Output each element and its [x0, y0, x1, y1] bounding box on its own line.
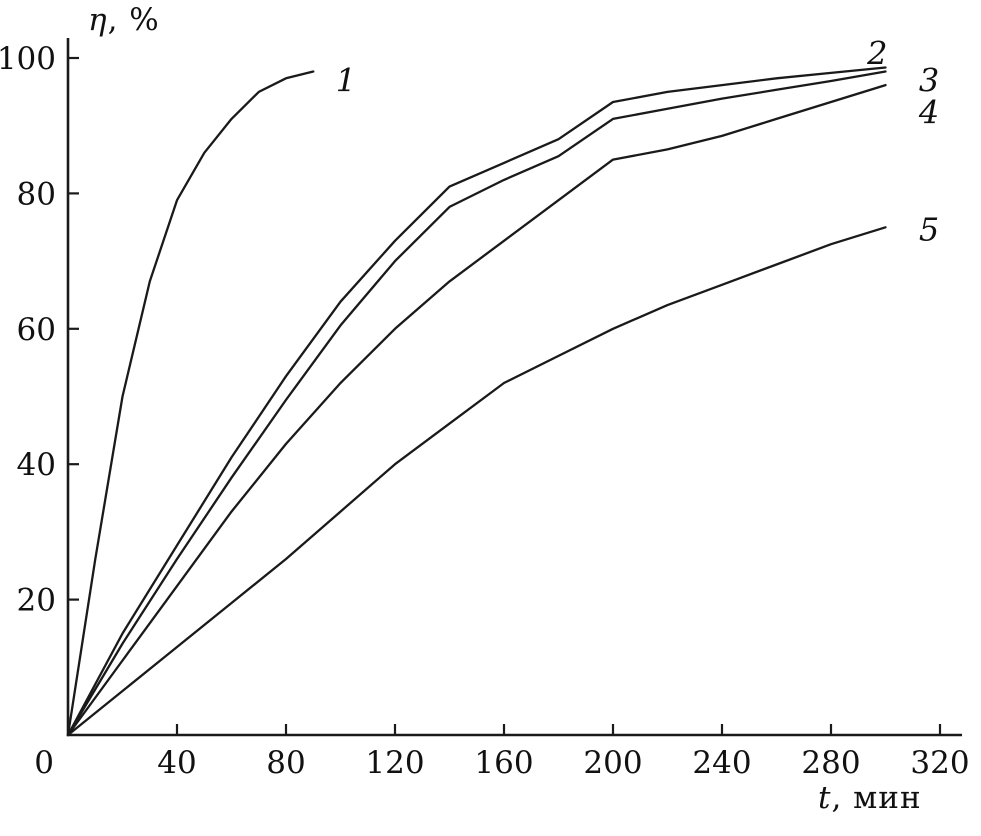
curve-4: [66, 83, 887, 737]
y-axis-title-unit: , %: [107, 2, 160, 38]
y-tick-label: 20: [17, 583, 56, 619]
x-tick-label: 40: [157, 745, 196, 781]
x-axis-title: t, мин: [818, 780, 922, 816]
x-tick-label: 240: [692, 745, 751, 781]
y-axis-title: η, %: [88, 2, 160, 38]
x-axis-title-symbol: t: [818, 780, 832, 816]
curve-label-4: 4: [918, 94, 939, 132]
y-tick-label: 60: [17, 312, 56, 348]
x-tick-label: 120: [365, 745, 424, 781]
y-tick-label: 80: [17, 176, 56, 212]
y-axis-title-symbol: η: [88, 2, 108, 38]
curve-label-5: 5: [919, 211, 939, 249]
y-tick-label: 40: [17, 447, 56, 483]
curve-2: [66, 66, 887, 737]
x-tick-label: 320: [910, 745, 969, 781]
x-axis-title-unit: , мин: [831, 780, 922, 816]
axes-line: [66, 38, 962, 737]
curve-5: [66, 226, 887, 737]
origin-tick-label: 0: [34, 745, 54, 781]
x-tick-label: 280: [801, 745, 860, 781]
x-tick-label: 80: [266, 745, 305, 781]
curve-label-3: 3: [919, 62, 939, 100]
y-tick-label: 100: [0, 41, 56, 77]
curve-label-1: 1: [336, 62, 356, 100]
x-tick-label: 200: [583, 745, 642, 781]
curve-3: [66, 70, 887, 737]
x-tick-label: 160: [474, 745, 533, 781]
curve-label-2: 2: [866, 35, 887, 73]
curve-1: [66, 70, 315, 737]
